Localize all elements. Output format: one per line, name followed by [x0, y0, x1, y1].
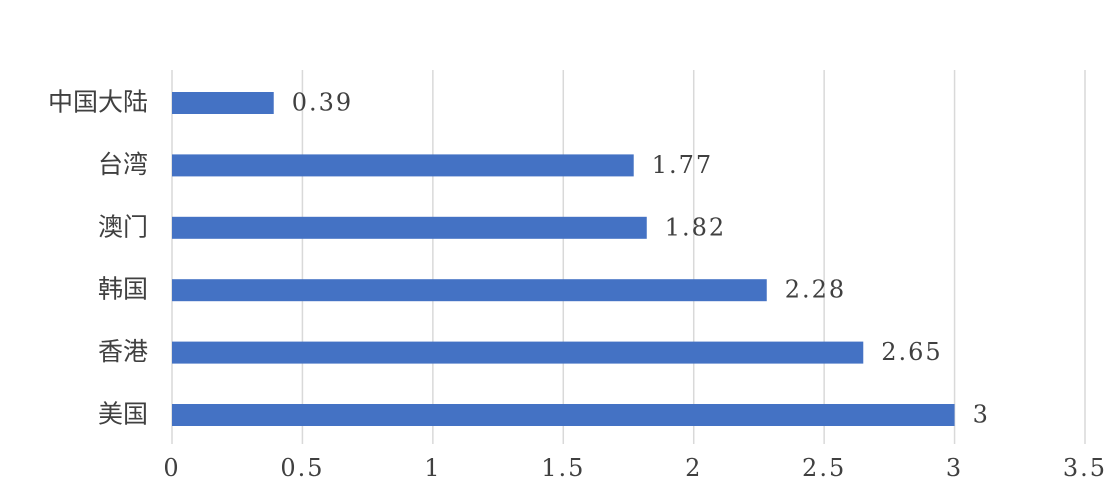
bars	[172, 92, 955, 426]
x-tick-label: 0	[163, 454, 180, 482]
bar-5	[172, 404, 955, 426]
x-tick-label: 0.5	[280, 454, 324, 482]
value-labels: 0.39 1.77 1.82 2.28 2.65 3	[292, 89, 990, 429]
bar-2	[172, 216, 647, 239]
category-label: 中国大陆	[48, 88, 148, 117]
x-tick-label: 1.5	[541, 454, 585, 482]
bar-3	[172, 279, 767, 302]
value-label: 1.82	[665, 213, 726, 241]
gridlines	[171, 70, 1086, 444]
x-tick-label: 2	[685, 454, 702, 482]
value-label: 0.39	[292, 89, 353, 117]
x-tick-label: 3	[946, 454, 963, 482]
x-tick-label: 2.5	[802, 454, 846, 482]
value-label: 3	[973, 401, 990, 429]
value-label: 2.28	[785, 276, 846, 304]
bar-0	[172, 92, 274, 114]
category-label: 韩国	[98, 275, 148, 304]
bar-1	[172, 154, 634, 177]
value-label: 1.77	[652, 151, 713, 179]
category-label: 香港	[98, 337, 148, 366]
category-label: 台湾	[98, 150, 148, 179]
category-label: 澳门	[98, 212, 148, 241]
x-tick-label: 3.5	[1063, 454, 1107, 482]
x-axis-tick-labels: 0 0.5 1 1.5 2 2.5 3 3.5	[163, 454, 1107, 482]
bar-4	[172, 341, 864, 364]
category-label: 美国	[98, 400, 148, 429]
value-label: 2.65	[881, 338, 942, 366]
x-tick-label: 1	[424, 454, 441, 482]
